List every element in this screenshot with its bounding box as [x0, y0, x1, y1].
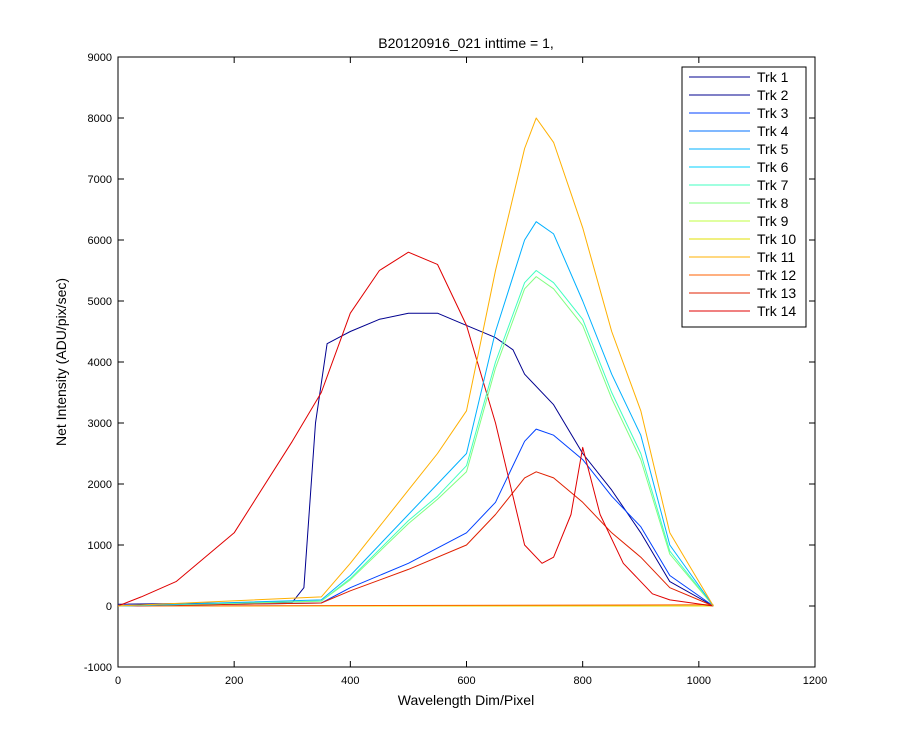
legend-entry: Trk 8 [757, 195, 789, 211]
x-tick-label: 1000 [687, 675, 711, 687]
legend-entry: Trk 5 [757, 141, 789, 157]
series-line-8 [117, 276, 714, 607]
y-tick-label: -1000 [84, 662, 112, 674]
legend-entry: Trk 13 [757, 285, 796, 301]
axis-ticks: 0 200 400 600 800 1000 1200-100001000200030004… [84, 52, 827, 687]
series-line-2 [117, 312, 714, 607]
x-axis-label: Wavelength Dim/Pixel [398, 692, 534, 708]
series-line-13 [117, 471, 714, 607]
y-tick-label: 7000 [88, 174, 112, 186]
legend-box [681, 66, 807, 328]
legend-entry: Trk 4 [757, 123, 789, 139]
legend-entry: Trk 7 [757, 177, 789, 193]
legend-entry: Trk 3 [757, 105, 789, 121]
y-tick-label: 0 [106, 601, 112, 613]
series-lines [117, 117, 714, 607]
series-line-12 [117, 604, 714, 607]
y-tick-label: 6000 [88, 235, 112, 247]
legend-entry: Trk 6 [757, 159, 789, 175]
legend-entry: Trk 12 [757, 267, 796, 283]
x-tick-label: 200 [225, 675, 243, 687]
series-line-5 [117, 221, 714, 607]
y-tick-label: 8000 [88, 113, 112, 125]
y-tick-label: 9000 [88, 52, 112, 64]
x-tick-label: 0 [115, 675, 121, 687]
legend-entry: Trk 14 [757, 303, 796, 319]
legend-entry: Trk 1 [757, 69, 789, 85]
x-tick-label: 400 [341, 675, 359, 687]
legend: Trk 1 Trk 2 Trk 3 Trk 4 Trk 5 Trk 6 Trk 7 Trk 8… [681, 66, 807, 328]
y-tick-label: 1000 [88, 540, 112, 552]
legend-entry: Trk 2 [757, 87, 789, 103]
x-tick-label: 600 [457, 675, 475, 687]
series-line-3 [117, 428, 714, 607]
legend-entry: Trk 11 [757, 249, 795, 265]
x-tick-label: 800 [573, 675, 591, 687]
chart-title: B20120916_021 inttime = 1, [378, 35, 554, 51]
series-line-11 [117, 117, 714, 607]
y-tick-label: 2000 [88, 479, 112, 491]
y-tick-label: 4000 [88, 357, 112, 369]
y-axis-label: Net Intensity (ADU/pix/sec) [53, 278, 69, 446]
legend-entry: Trk 9 [757, 213, 789, 229]
series-line-14 [117, 251, 714, 607]
series-line-7 [117, 270, 714, 607]
legend-entry: Trk 10 [757, 231, 796, 247]
x-tick-label: 1200 [803, 675, 827, 687]
y-tick-label: 5000 [88, 296, 112, 308]
y-tick-label: 3000 [88, 418, 112, 430]
